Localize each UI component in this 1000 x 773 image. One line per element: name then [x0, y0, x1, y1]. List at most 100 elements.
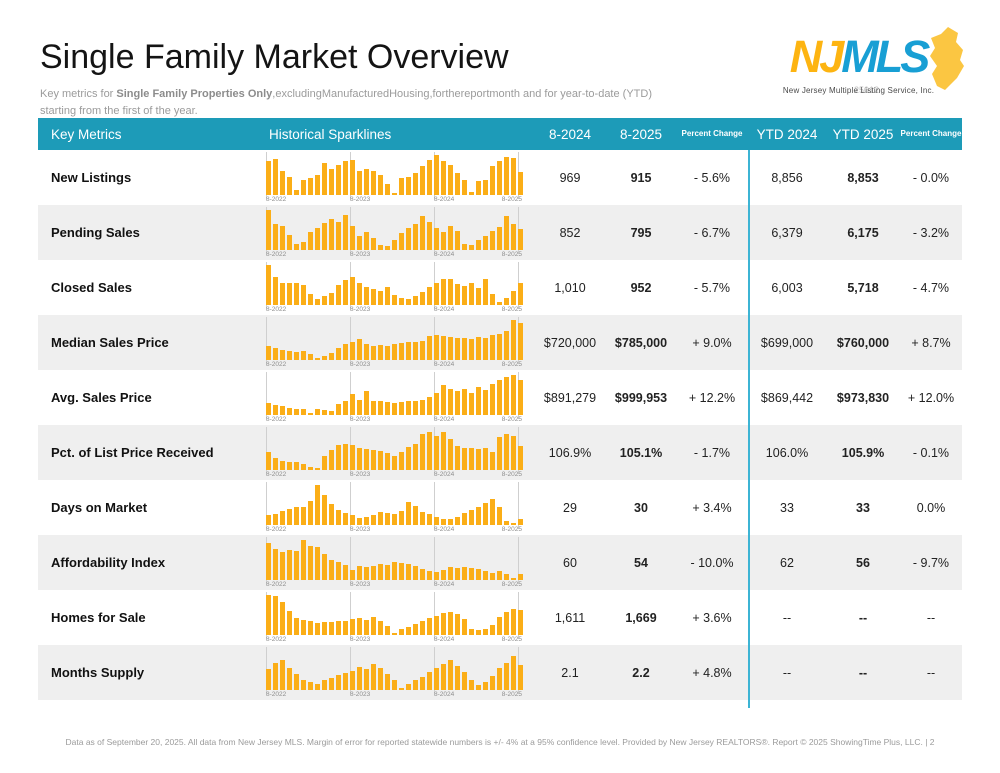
spark-bar [427, 618, 432, 635]
value-ytd-2024: $869,442 [760, 390, 814, 405]
value-month-2025: 30 [634, 500, 648, 515]
spark-bar [504, 157, 509, 195]
spark-bar [476, 449, 481, 470]
spark-bar [420, 677, 425, 690]
value-month-2025: $999,953 [614, 390, 668, 405]
spark-bar [413, 223, 418, 250]
spark-bar [385, 674, 390, 690]
spark-bar [434, 668, 439, 690]
spark-bar [385, 453, 390, 470]
value-ytd-percent-change: + 8.7% [911, 335, 951, 350]
sparkline-axis-label: 8-2022 [266, 691, 287, 698]
spark-bar [427, 432, 432, 470]
sparkline-gridline [434, 482, 435, 529]
spark-bar [476, 387, 481, 415]
spark-bar [329, 169, 334, 195]
spark-bar [476, 685, 481, 690]
logo-nj-text: NJ [789, 31, 845, 82]
spark-bar [287, 283, 292, 305]
spark-bar [336, 403, 341, 415]
sparkline-bars [264, 152, 523, 199]
spark-bar [350, 277, 355, 305]
sparkline-axis-label: 8-2022 [266, 251, 287, 258]
spark-bar [308, 178, 313, 195]
value-ytd-2024: 6,003 [771, 280, 803, 295]
spark-bar [315, 227, 320, 250]
sparkline-gridline [350, 482, 351, 529]
spark-bar [287, 549, 292, 580]
spark-bar [448, 438, 453, 470]
spark-bar [490, 572, 495, 580]
spark-bar [413, 623, 418, 635]
spark-bar [301, 619, 306, 635]
value-month-2024: $720,000 [543, 335, 597, 350]
spark-bar [357, 666, 362, 690]
spark-bar [273, 595, 278, 635]
spark-bar [427, 513, 432, 525]
spark-bar [294, 283, 299, 305]
spark-bar [455, 614, 460, 635]
value-ytd-2025: 33 [856, 500, 870, 515]
spark-bar [343, 280, 348, 305]
spark-bar [357, 283, 362, 305]
spark-bar [399, 563, 404, 580]
spark-bar [469, 282, 474, 305]
value-month-2024: $891,279 [543, 390, 597, 405]
spark-bar [301, 285, 306, 305]
spark-bar [476, 507, 481, 525]
spark-bar [322, 163, 327, 195]
spark-bar [280, 552, 285, 580]
sparkline-axis-labels: 8-2022 8-2023 8-2024 8-2025 [264, 526, 522, 535]
spark-bar [266, 452, 271, 470]
spark-bar [476, 630, 481, 635]
spark-bar [448, 336, 453, 360]
spark-bar [385, 564, 390, 580]
spark-bar [350, 670, 355, 690]
spark-bar [357, 235, 362, 250]
spark-bar [462, 243, 467, 250]
spark-bar [378, 620, 383, 635]
spark-bar [483, 571, 488, 580]
spark-bar [497, 437, 502, 470]
spark-bar [336, 509, 341, 525]
value-month-2025: 915 [630, 170, 652, 185]
metric-label: Pending Sales [51, 225, 140, 240]
sparkline-axis-label: 8-2025 [501, 361, 522, 368]
sparkline-axis-labels: 8-2022 8-2023 8-2024 8-2025 [264, 471, 522, 480]
spark-bar [364, 287, 369, 305]
spark-bar [441, 161, 446, 195]
value-ytd-2024: -- [782, 610, 792, 625]
title-block: Single Family Market Overview Key metric… [40, 38, 658, 120]
spark-bar [518, 610, 523, 635]
spark-bar [308, 466, 313, 470]
spark-bar [343, 214, 348, 250]
sparkline-bars [264, 427, 523, 474]
sparkline-chart: 8-2022 8-2023 8-2024 8-2025 [256, 370, 534, 425]
sparkline-gridline [350, 592, 351, 639]
spark-bar [329, 504, 334, 525]
sparkline-axis-label: 8-2022 [266, 196, 287, 203]
spark-bar [511, 608, 516, 635]
sparkline-bars [264, 372, 523, 419]
spark-bar [427, 672, 432, 690]
spark-bar [385, 345, 390, 360]
value-ytd-percent-change: + 12.0% [907, 390, 955, 405]
spark-bar [469, 245, 474, 250]
spark-bar [434, 335, 439, 360]
spark-bar [371, 401, 376, 415]
sparkline-bars [264, 482, 523, 529]
spark-bar [287, 509, 292, 525]
spark-bar [385, 513, 390, 525]
spark-bar [399, 511, 404, 525]
spark-bar [483, 179, 488, 195]
spark-bar [483, 628, 488, 635]
spark-bar [315, 358, 320, 360]
sparkline-chart: 8-2022 8-2023 8-2024 8-2025 [256, 315, 534, 370]
sparkline-gridline [434, 537, 435, 584]
spark-bar [406, 342, 411, 360]
spark-bar [448, 226, 453, 250]
spark-bar [329, 218, 334, 250]
spark-bar [462, 671, 467, 690]
spark-bar [280, 660, 285, 690]
value-ytd-percent-change: 0.0% [916, 500, 946, 515]
